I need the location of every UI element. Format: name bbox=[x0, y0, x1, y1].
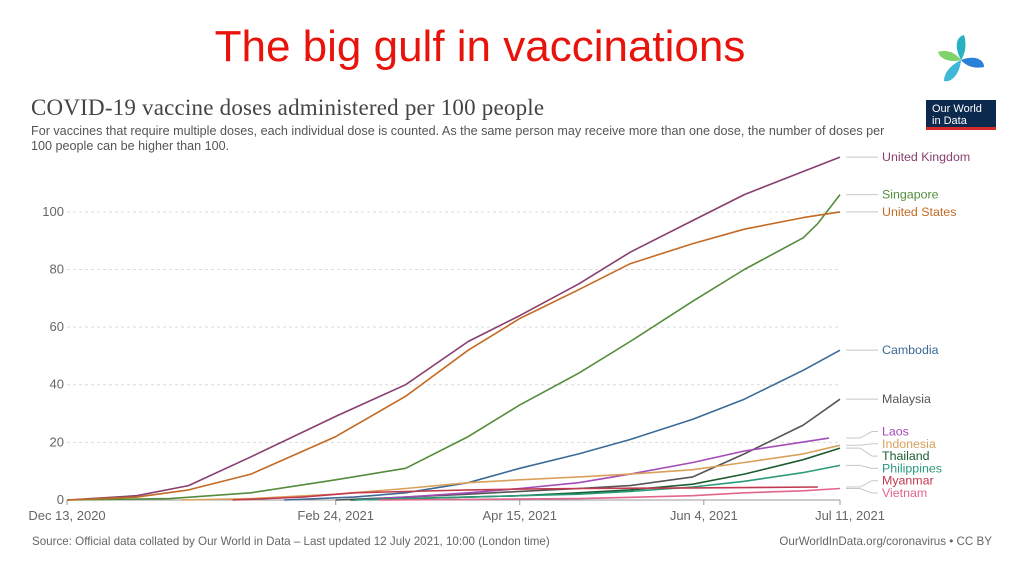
series-line-cambodia bbox=[284, 349, 841, 501]
x-tick-label: Jun 4, 2021 bbox=[670, 508, 738, 523]
series-line-united-kingdom bbox=[66, 156, 841, 501]
x-tick-label: Apr 15, 2021 bbox=[483, 508, 557, 523]
leader-line bbox=[846, 464, 878, 469]
series-label-cambodia: Cambodia bbox=[882, 343, 939, 357]
leader-line bbox=[846, 443, 878, 446]
chart-subtitle: For vaccines that require multiple doses… bbox=[31, 124, 885, 153]
owid-logo-line1: Our World bbox=[932, 103, 982, 115]
series-label-philippines: Philippines bbox=[882, 461, 942, 475]
y-tick-label: 60 bbox=[50, 319, 64, 334]
source-note: Source: Official data collated by Our Wo… bbox=[32, 535, 550, 548]
owid-logo-line2: in Data bbox=[932, 115, 967, 127]
leader-line bbox=[846, 480, 878, 488]
y-tick-label: 80 bbox=[50, 261, 64, 276]
x-tick-label: Feb 24, 2021 bbox=[297, 508, 374, 523]
chart-title: COVID-19 vaccine doses administered per … bbox=[31, 95, 545, 120]
series-line-singapore bbox=[66, 194, 841, 501]
series-label-indonesia: Indonesia bbox=[882, 437, 936, 451]
series-label-malaysia: Malaysia bbox=[882, 392, 931, 406]
series-line-philippines bbox=[354, 464, 841, 501]
series-label-vietnam: Vietnam bbox=[882, 486, 927, 500]
y-tick-label: 100 bbox=[42, 204, 64, 219]
leader-line bbox=[846, 431, 878, 439]
series-label-myanmar: Myanmar bbox=[882, 474, 934, 488]
series-label-united-kingdom: United Kingdom bbox=[882, 150, 970, 164]
series-line-malaysia bbox=[335, 398, 841, 501]
series-line-myanmar bbox=[232, 486, 818, 501]
y-tick-label: 20 bbox=[50, 434, 64, 449]
leader-line bbox=[846, 447, 878, 457]
source-url-link[interactable]: OurWorldInData.org/coronavirus • CC BY bbox=[779, 535, 992, 548]
series-line-laos bbox=[354, 437, 830, 501]
series-line-united-states bbox=[66, 211, 841, 501]
owid-logo[interactable]: Our World in Data bbox=[926, 100, 996, 130]
slide-title: The big gulf in vaccinations bbox=[214, 22, 746, 71]
pinwheel-logo-icon bbox=[938, 35, 984, 82]
x-tick-label: Dec 13, 2020 bbox=[28, 508, 105, 523]
leader-line bbox=[846, 487, 878, 494]
series-label-thailand: Thailand bbox=[882, 449, 930, 463]
series-label-singapore: Singapore bbox=[882, 188, 939, 202]
series-label-laos: Laos bbox=[882, 425, 909, 439]
y-tick-label: 0 bbox=[57, 492, 64, 507]
y-tick-label: 40 bbox=[50, 377, 64, 392]
series-label-united-states: United States bbox=[882, 205, 956, 219]
series-line-vietnam bbox=[379, 487, 841, 501]
x-tick-label: Jul 11, 2021 bbox=[815, 508, 885, 523]
